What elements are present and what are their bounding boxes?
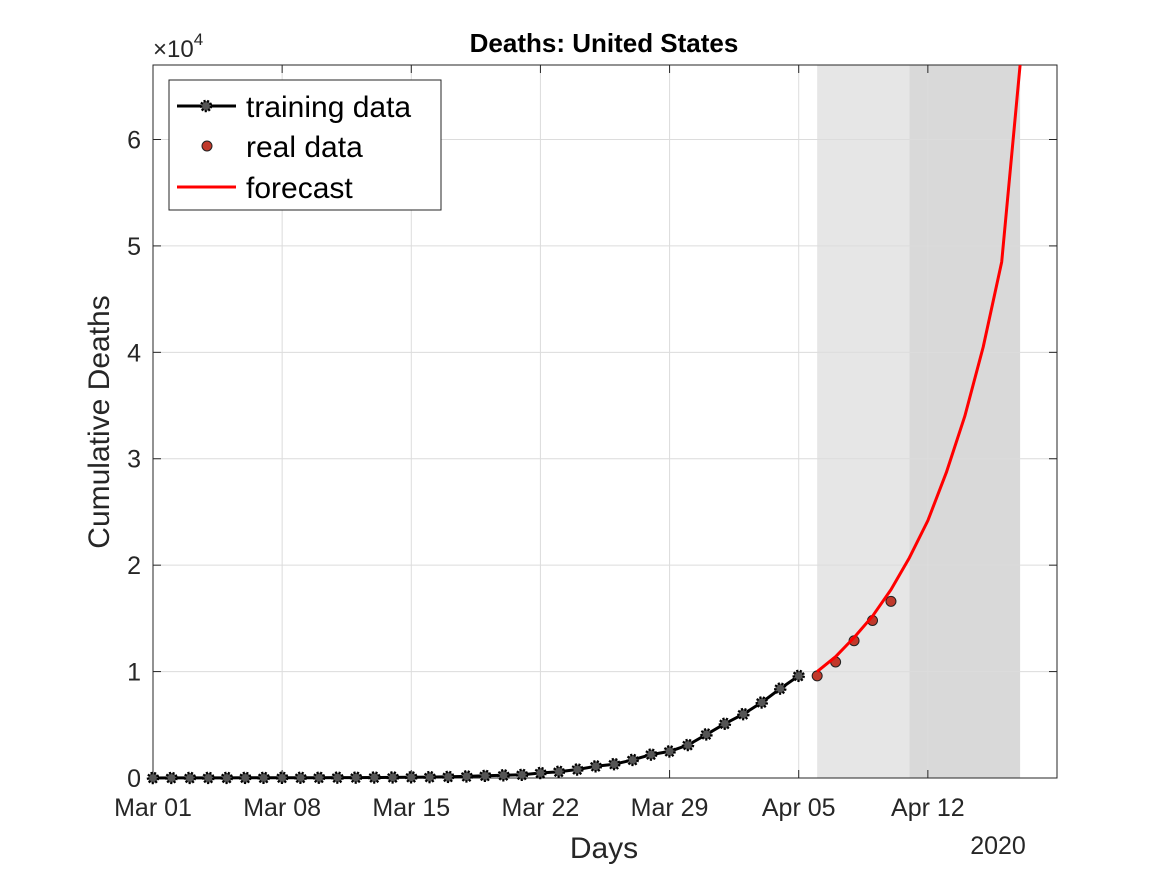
- data-point: [423, 770, 436, 784]
- legend: training data real data forecast: [168, 79, 442, 211]
- y-tick-label: 0: [127, 765, 141, 793]
- data-point: [220, 771, 234, 785]
- data-point: [774, 682, 787, 695]
- x-axis-year-label: 2020: [970, 832, 1026, 860]
- x-tick-label: Mar 22: [502, 794, 580, 822]
- data-point: [571, 763, 584, 776]
- data-point: [165, 771, 178, 785]
- data-point: [792, 669, 805, 683]
- data-point: [626, 753, 639, 767]
- legend-label-real: real data: [246, 131, 363, 164]
- data-point: [644, 748, 658, 761]
- series-line: [152, 674, 800, 780]
- y-tick-label: 2: [127, 552, 141, 580]
- shaded-region-0: [817, 65, 910, 778]
- data-point: [737, 707, 750, 721]
- data-point: [663, 745, 676, 758]
- data-point: [146, 771, 160, 785]
- data-point: [478, 769, 492, 783]
- y-tick-label: 3: [127, 446, 141, 474]
- data-point: [885, 595, 897, 607]
- y-exponent-base: ×10: [153, 36, 194, 63]
- series: [146, 64, 1022, 785]
- data-point: [202, 771, 215, 785]
- data-point: [589, 760, 603, 773]
- y-exponent-power: 4: [194, 30, 203, 49]
- x-tick-label: Mar 29: [631, 794, 709, 822]
- data-point: [275, 771, 289, 785]
- data-point: [497, 769, 510, 782]
- y-tick-label: 5: [127, 233, 141, 261]
- x-tick-label: Mar 01: [114, 794, 192, 822]
- data-point: [368, 771, 381, 784]
- data-point: [460, 770, 473, 783]
- data-point: [718, 717, 732, 730]
- series-forecast: [816, 64, 1022, 673]
- x-axis-title: Days: [570, 832, 638, 865]
- data-point: [312, 771, 326, 784]
- data-point: [681, 738, 695, 752]
- legend-label-forecast: forecast: [246, 172, 353, 205]
- y-axis-title: Cumulative Deaths: [83, 295, 116, 548]
- y-tick-label: 1: [127, 659, 141, 687]
- data-point: [700, 728, 713, 741]
- y-tick-label: 6: [127, 126, 141, 154]
- data-point: [238, 771, 252, 785]
- legend-label-training: training data: [246, 91, 411, 124]
- series-training-data: [146, 669, 805, 785]
- data-point: [811, 670, 823, 682]
- data-point: [534, 766, 547, 780]
- y-exponent-label: ×104: [153, 30, 203, 63]
- legend-marker-training: [199, 99, 213, 113]
- plot-frame: [152, 64, 1058, 779]
- data-point: [349, 771, 363, 784]
- data-point: [441, 770, 455, 784]
- data-point: [294, 771, 307, 784]
- data-point: [515, 768, 529, 782]
- x-tick-label: Apr 12: [891, 794, 965, 822]
- data-point: [183, 771, 197, 785]
- gridlines: [152, 65, 1057, 779]
- shaded-region-1: [909, 65, 1021, 778]
- data-point: [386, 771, 400, 784]
- data-point: [607, 757, 621, 771]
- x-tick-label: Apr 05: [762, 794, 836, 822]
- data-point: [552, 765, 566, 778]
- x-tick-label: Mar 08: [243, 794, 321, 822]
- axis-ticks: Mar 01 Mar 08 Mar 15 Mar 22 Mar 29 Apr 05 Apr …: [114, 65, 1057, 822]
- chart-title: Deaths: United States: [470, 28, 739, 58]
- data-point: [755, 696, 769, 709]
- series-line: [816, 64, 1022, 673]
- x-tick-label: Mar 15: [372, 794, 450, 822]
- legend-marker-real: [201, 140, 213, 152]
- y-tick-label: 4: [127, 339, 141, 367]
- data-point: [331, 771, 344, 784]
- shaded-regions: [817, 65, 1021, 778]
- data-point: [405, 771, 418, 784]
- data-point: [257, 771, 270, 785]
